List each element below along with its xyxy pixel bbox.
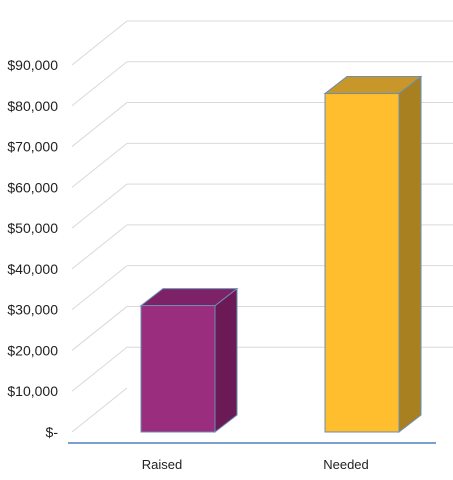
gridline-wall — [71, 224, 128, 270]
gridline-floor — [71, 387, 128, 433]
gridline-wall — [71, 142, 128, 188]
bar-side — [398, 75, 422, 434]
gridline-wall — [71, 61, 128, 107]
x-tick-label: Needed — [323, 457, 369, 472]
y-tick-label: $60,000 — [7, 179, 58, 195]
gridline-wall — [71, 265, 128, 311]
y-tick-label: $40,000 — [7, 261, 58, 277]
bar-front — [140, 305, 216, 433]
y-tick-label: $10,000 — [7, 383, 58, 399]
y-tick-label: $90,000 — [7, 57, 58, 73]
y-tick-label: $70,000 — [7, 139, 58, 155]
gridline-wall — [71, 20, 128, 66]
y-tick-label: $50,000 — [7, 220, 58, 236]
bar-side — [214, 287, 238, 434]
gridline-wall — [71, 102, 128, 147]
y-tick-label: $30,000 — [7, 302, 58, 318]
gridline-wall — [71, 306, 128, 351]
y-tick-label: $- — [46, 424, 59, 440]
x-tick-label: Raised — [142, 457, 182, 472]
bar-raised — [139, 287, 239, 434]
y-axis: $- $10,000 $20,000 $30,000 $40,000 $50,000 $60… — [7, 57, 436, 444]
y-tick-label: $20,000 — [7, 342, 58, 358]
gridline-wall — [71, 346, 128, 392]
y-tick-label: $80,000 — [7, 98, 58, 114]
x-axis: Raised Needed — [142, 457, 369, 472]
bars — [139, 75, 423, 434]
bar-front — [324, 93, 400, 433]
gridline-wall — [71, 183, 128, 229]
bar-needed — [323, 75, 423, 434]
